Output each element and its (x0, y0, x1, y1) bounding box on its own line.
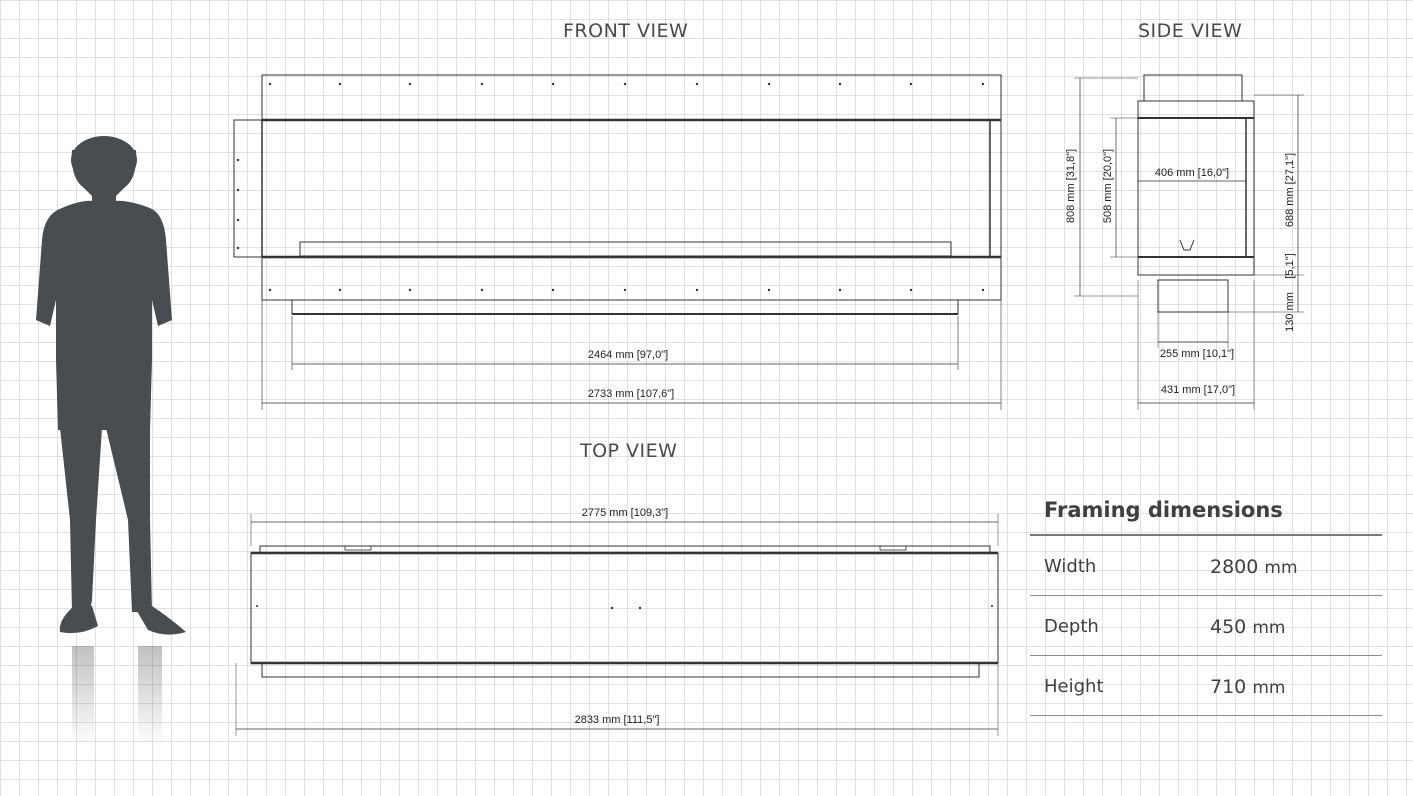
side-total-height-label: 808 mm [31,8"] (1065, 149, 1077, 223)
framing-value: 710 mm (1210, 676, 1286, 698)
side-view-title: SIDE VIEW (1138, 20, 1243, 42)
side-opening-depth-label: 406 mm [16,0"] (1155, 167, 1229, 179)
framing-title: Framing dimensions (1030, 494, 1382, 536)
framing-label: Height (1044, 676, 1104, 697)
top-view-drawing (235, 514, 999, 736)
side-small-height-label: [5,1"] (1284, 253, 1296, 278)
side-opening-height-label: 508 mm [20,0"] (1102, 149, 1114, 223)
framing-label: Width (1044, 556, 1097, 577)
top-bottom-width-label: 2833 mm [111,5"] (575, 714, 660, 726)
side-bottom-height-label: 130 mm (1284, 292, 1296, 332)
framing-row-depth: Depth 450 mm (1030, 596, 1382, 656)
side-view-drawing (1074, 74, 1304, 410)
side-total-depth-label: 431 mm [17,0"] (1161, 384, 1235, 396)
framing-value: 2800 mm (1210, 556, 1298, 578)
front-view-drawing (233, 74, 1002, 410)
front-outer-width-label: 2733 mm [107,6"] (588, 388, 674, 400)
framing-row-width: Width 2800 mm (1030, 536, 1382, 596)
side-base-width-label: 255 mm [10,1"] (1160, 348, 1234, 360)
front-inner-width-label: 2464 mm [97,0"] (588, 349, 668, 361)
front-view-title: FRONT VIEW (563, 20, 689, 42)
top-width-label: 2775 mm [109,3"] (582, 507, 668, 519)
framing-row-height: Height 710 mm (1030, 656, 1382, 716)
framing-value: 450 mm (1210, 616, 1286, 638)
top-view-title: TOP VIEW (580, 440, 678, 462)
framing-dimensions-table: Framing dimensions Width 2800 mm Depth 4… (1030, 494, 1382, 716)
side-right-height-label: 688 mm [27,1"] (1284, 153, 1296, 227)
framing-label: Depth (1044, 616, 1099, 637)
human-silhouette-icon (36, 136, 186, 746)
